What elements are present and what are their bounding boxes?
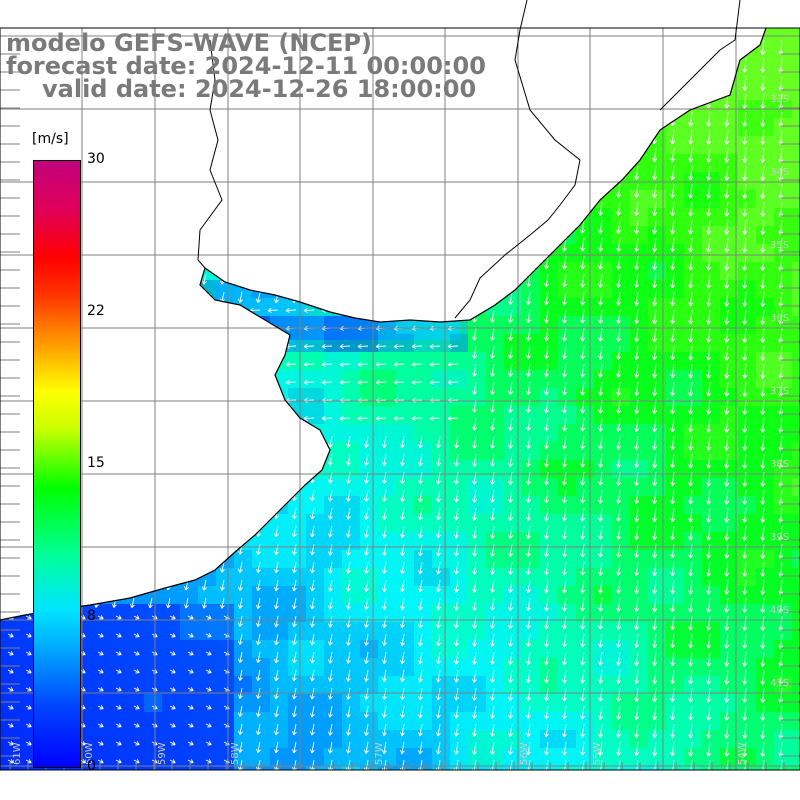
forecast-date: forecast date: 2024-12-11 00:00:00: [6, 52, 486, 80]
model-title: modelo GEFS-WAVE (NCEP): [6, 29, 372, 57]
colorbar-unit: [m/s]: [32, 131, 69, 147]
lat-label: 36S: [770, 313, 789, 324]
lon-label: 61W: [12, 742, 23, 765]
colorbar-tick-0: 0: [87, 758, 96, 774]
lat-label: 35S: [770, 240, 789, 251]
colorbar-tick-30: 30: [87, 151, 105, 167]
lat-label: 40S: [770, 605, 789, 616]
lon-label: 57W: [374, 742, 385, 765]
colorbar: [33, 160, 81, 768]
lon-label: 59W: [157, 742, 168, 765]
frame: [0, 27, 800, 771]
coastline: [0, 27, 767, 621]
valid-date: valid date: 2024-12-26 18:00:00: [42, 75, 477, 103]
lon-label: 56W: [519, 742, 530, 765]
country-border: [197, 39, 223, 269]
lat-label: 33S: [770, 94, 789, 105]
colorbar-tick-8: 8: [87, 608, 96, 624]
lat-label: 37S: [770, 386, 789, 397]
lat-label: 34S: [770, 167, 789, 178]
colorbar-tick-22: 22: [87, 303, 105, 319]
lat-label: 38S: [770, 459, 789, 470]
lat-lon-grid: [0, 28, 800, 770]
lon-label: 54W: [737, 742, 748, 765]
lat-label: 41S: [770, 678, 789, 689]
coast-north: [659, 0, 741, 111]
lat-label: 39S: [770, 532, 789, 543]
river-border: [454, 0, 581, 319]
lon-label: 58W: [230, 742, 241, 765]
lon-label: 60W: [84, 742, 95, 765]
colorbar-tick-15: 15: [87, 455, 105, 471]
lon-label: 55W: [592, 742, 603, 765]
